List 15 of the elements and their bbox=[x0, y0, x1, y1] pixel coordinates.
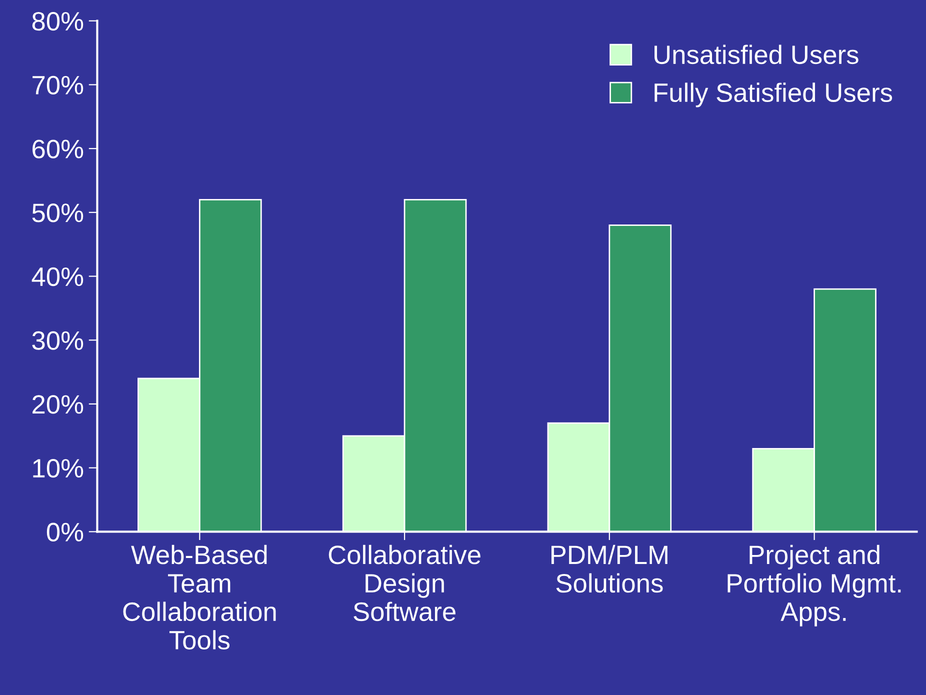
y-tick-label: 0% bbox=[46, 522, 84, 542]
y-tick-label: 60% bbox=[32, 140, 84, 158]
y-tick-label: 10% bbox=[33, 458, 84, 478]
x-tick-label: Project and Portfolio Mgmt. Apps. bbox=[728, 544, 901, 626]
legend-label: Fully Satisfied Users bbox=[654, 82, 892, 108]
legend-label: Unsatisfied Users bbox=[654, 44, 858, 64]
y-tick-label: 80% bbox=[32, 12, 84, 31]
y-tick-label: 70% bbox=[32, 76, 84, 95]
y-tick-label: 20% bbox=[32, 395, 84, 414]
y-tick-label: 40% bbox=[32, 267, 84, 286]
x-tick-label: Collaborative Design Software bbox=[328, 544, 480, 622]
x-tick-label: Web-Based Team Collaboration Tools bbox=[123, 544, 276, 650]
y-tick-label: 30% bbox=[32, 331, 84, 350]
x-tick-label: PDM/PLM Solutions bbox=[551, 544, 668, 593]
y-tick-label: 50% bbox=[32, 204, 84, 222]
